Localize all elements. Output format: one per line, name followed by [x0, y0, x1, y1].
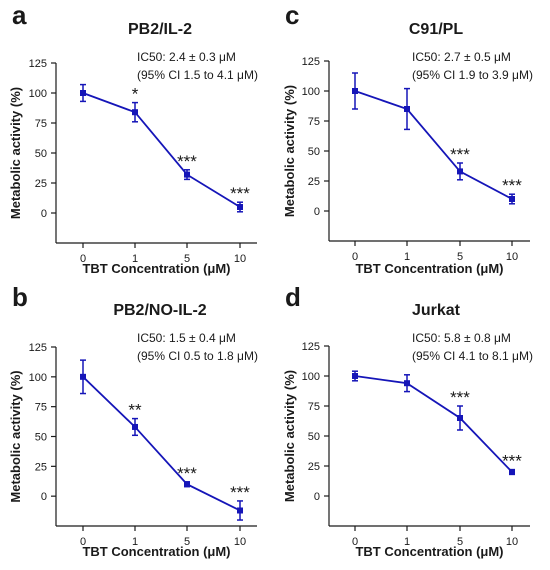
series-line — [83, 93, 240, 207]
panel-letter: b — [12, 282, 28, 312]
ci-annotation: (95% CI 1.9 to 3.9 μM) — [412, 68, 533, 82]
data-point — [184, 172, 190, 178]
x-tick-label: 10 — [506, 536, 518, 548]
ci-annotation: (95% CI 1.5 to 4.1 μM) — [137, 68, 258, 82]
y-tick-label: 100 — [29, 88, 47, 100]
x-axis-label: TBT Concentration (μM) — [355, 261, 503, 276]
y-tick-label: 25 — [308, 176, 320, 188]
significance-label: *** — [502, 176, 522, 195]
chart-panel-a: a PB2/IL-2 IC50: 2.4 ± 0.3 μM (95% CI 1.5 t… — [8, 0, 258, 276]
significance-label: *** — [177, 152, 197, 171]
chart-title: PB2/NO-IL-2 — [113, 302, 206, 319]
data-point — [404, 106, 410, 112]
y-tick-label: 125 — [302, 341, 320, 353]
y-tick-label: 50 — [35, 432, 47, 444]
x-tick-label: 10 — [234, 253, 246, 265]
data-point — [509, 196, 515, 202]
chart-panel-c: c C91/PL IC50: 2.7 ± 0.5 μM (95% CI 1.9 to … — [282, 0, 533, 276]
y-axis-label: Metabolic activity (%) — [8, 87, 23, 219]
significance-label: *** — [450, 145, 470, 164]
data-point — [132, 424, 138, 430]
ic50-annotation: IC50: 1.5 ± 0.4 μM — [137, 331, 236, 345]
series-line — [355, 91, 512, 199]
ic50-annotation: IC50: 2.4 ± 0.3 μM — [137, 50, 236, 64]
series-line — [83, 377, 240, 511]
y-tick-label: 50 — [308, 146, 320, 158]
y-tick-label: 50 — [35, 148, 47, 160]
chart-panel-b: b PB2/NO-IL-2 IC50: 1.5 ± 0.4 μM (95% CI 0.… — [8, 282, 258, 559]
significance-label: *** — [502, 452, 522, 471]
y-tick-label: 75 — [35, 118, 47, 130]
y-tick-label: 0 — [41, 491, 47, 503]
y-tick-label: 50 — [308, 431, 320, 443]
panel-letter: c — [285, 0, 299, 30]
chart-title: Jurkat — [412, 302, 461, 319]
y-tick-label: 125 — [302, 56, 320, 68]
x-tick-label: 10 — [234, 536, 246, 548]
y-tick-label: 125 — [29, 342, 47, 354]
y-axis-label: Metabolic activity (%) — [282, 85, 297, 217]
data-point — [352, 373, 358, 379]
y-tick-label: 0 — [314, 206, 320, 218]
y-tick-label: 0 — [41, 208, 47, 220]
y-tick-label: 100 — [302, 86, 320, 98]
significance-label: *** — [177, 464, 197, 483]
ci-annotation: (95% CI 0.5 to 1.8 μM) — [137, 349, 258, 363]
y-tick-label: 125 — [29, 58, 47, 70]
significance-label: * — [132, 85, 139, 104]
significance-label: ** — [128, 401, 142, 420]
data-point — [80, 90, 86, 96]
y-tick-label: 100 — [29, 372, 47, 384]
y-axis-label: Metabolic activity (%) — [282, 370, 297, 502]
series-line — [355, 376, 512, 472]
y-tick-label: 25 — [35, 461, 47, 473]
y-tick-label: 25 — [308, 461, 320, 473]
data-point — [132, 109, 138, 115]
x-axis-label: TBT Concentration (μM) — [82, 261, 230, 276]
chart-title: C91/PL — [409, 21, 463, 38]
y-tick-label: 75 — [308, 401, 320, 413]
x-axis-label: TBT Concentration (μM) — [355, 544, 503, 559]
y-axis-label: Metabolic activity (%) — [8, 370, 23, 502]
significance-label: *** — [230, 483, 250, 502]
data-point — [404, 380, 410, 386]
significance-label: *** — [450, 388, 470, 407]
panel-letter: a — [12, 0, 27, 30]
data-point — [352, 88, 358, 94]
y-tick-label: 100 — [302, 371, 320, 383]
ic50-annotation: IC50: 2.7 ± 0.5 μM — [412, 50, 511, 64]
y-tick-label: 25 — [35, 178, 47, 190]
y-tick-label: 75 — [308, 116, 320, 128]
y-tick-label: 75 — [35, 402, 47, 414]
ic50-annotation: IC50: 5.8 ± 0.8 μM — [412, 331, 511, 345]
data-point — [457, 415, 463, 421]
ci-annotation: (95% CI 4.1 to 8.1 μM) — [412, 349, 533, 363]
data-point — [237, 507, 243, 513]
y-tick-label: 0 — [314, 491, 320, 503]
x-axis-label: TBT Concentration (μM) — [82, 544, 230, 559]
significance-label: *** — [230, 184, 250, 203]
data-point — [457, 168, 463, 174]
data-point — [80, 374, 86, 380]
chart-panel-d: d Jurkat IC50: 5.8 ± 0.8 μM (95% CI 4.1 to … — [282, 282, 533, 559]
panel-letter: d — [285, 282, 301, 312]
chart-title: PB2/IL-2 — [128, 21, 192, 38]
data-point — [237, 204, 243, 210]
x-tick-label: 10 — [506, 251, 518, 263]
